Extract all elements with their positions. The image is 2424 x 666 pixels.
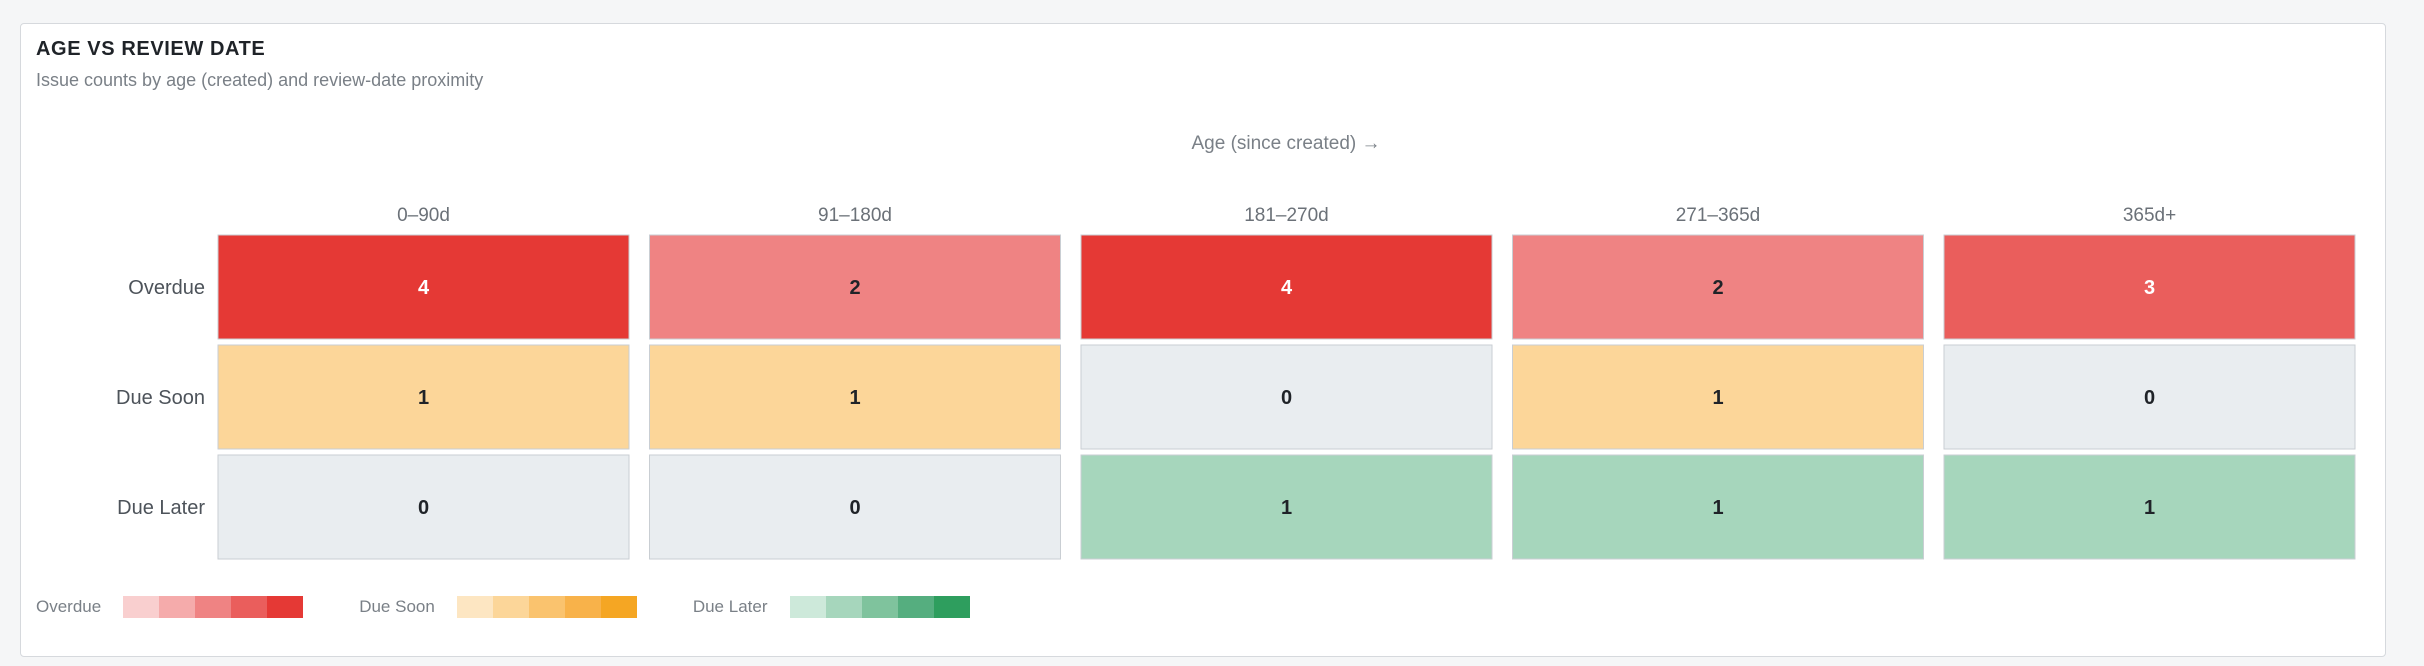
chart-title: AGE VS REVIEW DATE	[36, 38, 266, 60]
heatmap-cell[interactable]	[1943, 234, 2356, 340]
column-label: 181–270d	[1244, 205, 1329, 226]
legend-swatch	[825, 596, 862, 618]
heatmap-cell[interactable]	[649, 344, 1061, 450]
legend-swatch	[789, 596, 826, 618]
legend-swatch	[528, 596, 565, 618]
legend-swatch	[492, 596, 529, 618]
legend-swatch	[267, 596, 304, 618]
heatmap-cell[interactable]	[649, 454, 1061, 560]
cell-value: 0	[1281, 387, 1292, 409]
legend-label: Due Later	[692, 597, 768, 616]
heatmap-cell[interactable]	[1512, 344, 1924, 450]
heatmap-cell[interactable]	[1943, 344, 2356, 450]
cell-value: 4	[1281, 277, 1293, 299]
column-label: 91–180d	[818, 205, 892, 226]
chart-subtitle: Issue counts by age (created) and review…	[36, 70, 484, 90]
cell-value: 2	[849, 277, 860, 299]
x-axis-label: Age (since created) →	[1191, 133, 1381, 154]
legend-swatch	[897, 596, 934, 618]
legend-swatch	[933, 596, 970, 618]
legend-group: Due Later	[693, 596, 970, 618]
heatmap-cell[interactable]	[1512, 234, 1924, 340]
heatmap-cell[interactable]	[1512, 454, 1924, 560]
column-label: 365d+	[2123, 205, 2176, 226]
cell-value: 2	[1712, 277, 1723, 299]
row-label: Due Later	[117, 497, 205, 519]
row-label: Due Soon	[116, 387, 205, 409]
legend-swatch	[159, 596, 196, 618]
heatmap-cell[interactable]	[1080, 344, 1493, 450]
legend-swatch	[456, 596, 493, 618]
heatmap-cell[interactable]	[217, 234, 630, 340]
heatmap-cell[interactable]	[1080, 454, 1493, 560]
cell-value: 1	[2144, 497, 2155, 519]
legend-swatch	[231, 596, 268, 618]
cell-value: 4	[418, 277, 430, 299]
cell-value: 1	[1712, 387, 1723, 409]
legend-group: Overdue	[36, 596, 304, 618]
cell-value: 0	[849, 497, 860, 519]
legend: Overdue Due Soon Due Later	[36, 596, 1026, 618]
cell-value: 1	[1712, 497, 1723, 519]
heatmap-cell[interactable]	[217, 344, 630, 450]
cell-value: 3	[2144, 277, 2155, 299]
heatmap-cell[interactable]	[1943, 454, 2356, 560]
legend-swatch	[861, 596, 898, 618]
heatmap-cell[interactable]	[1080, 234, 1493, 340]
cell-value: 0	[2144, 387, 2155, 409]
legend-label: Overdue	[36, 597, 102, 616]
legend-swatch	[600, 596, 637, 618]
legend-group: Due Soon	[359, 596, 637, 618]
legend-label: Due Soon	[359, 597, 435, 616]
legend-swatch	[123, 596, 160, 618]
heatmap-cell[interactable]	[217, 454, 630, 560]
cell-value: 1	[418, 387, 429, 409]
row-label: Overdue	[128, 277, 205, 299]
cell-value: 0	[418, 497, 429, 519]
column-label: 271–365d	[1676, 205, 1761, 226]
column-label: 0–90d	[397, 205, 450, 226]
cell-value: 1	[1281, 497, 1292, 519]
legend-swatch	[564, 596, 601, 618]
legend-swatch	[195, 596, 232, 618]
heatmap-cell[interactable]	[649, 234, 1061, 340]
cell-value: 1	[849, 387, 860, 409]
